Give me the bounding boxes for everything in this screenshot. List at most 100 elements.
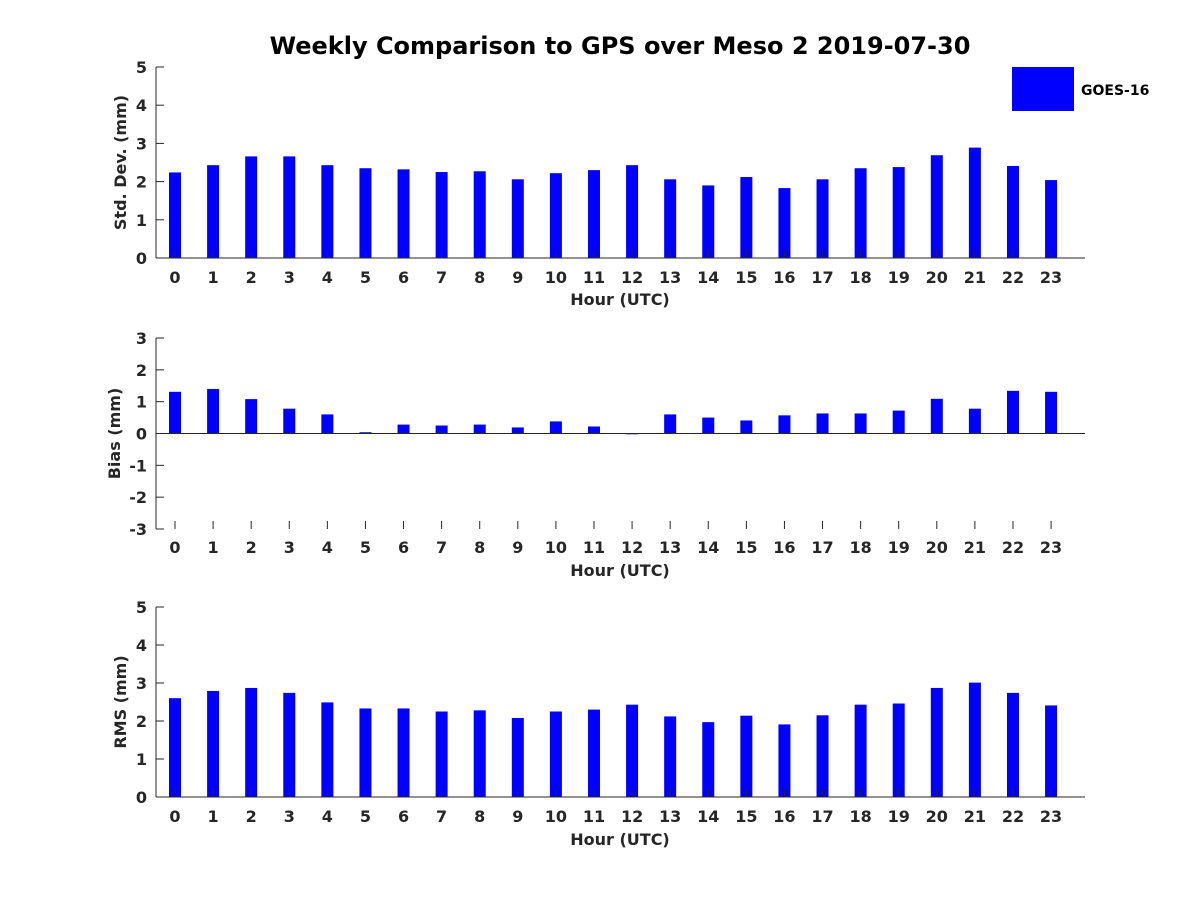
bar-rms-10 xyxy=(549,711,562,797)
x-tick-label: 17 xyxy=(811,268,833,287)
bar-bias-13 xyxy=(664,414,677,434)
x-tick-label: 10 xyxy=(545,538,567,557)
x-tick-label: 23 xyxy=(1040,807,1062,826)
y-tick-label: 3 xyxy=(136,674,147,693)
bar-rms-21 xyxy=(968,682,981,797)
y-tick-label: 4 xyxy=(136,636,147,655)
y-axis-label: Std. Dev. (mm) xyxy=(111,95,130,230)
x-tick-label: 8 xyxy=(474,538,485,557)
x-tick-label: 22 xyxy=(1002,807,1024,826)
x-axis-label: Hour (UTC) xyxy=(570,561,670,580)
x-tick-label: 16 xyxy=(773,538,795,557)
bar-bias-5 xyxy=(359,432,372,434)
legend-label: GOES-16 xyxy=(1081,83,1149,99)
bar-bias-10 xyxy=(549,421,562,434)
x-tick-label: 6 xyxy=(398,268,409,287)
x-tick-label: 0 xyxy=(169,538,180,557)
x-tick-label: 18 xyxy=(849,268,871,287)
bar-bias-23 xyxy=(1045,391,1058,434)
bar-std-dev-21 xyxy=(968,147,981,258)
bar-rms-0 xyxy=(169,698,181,797)
x-tick-label: 16 xyxy=(773,268,795,287)
x-tick-label: 11 xyxy=(583,538,605,557)
x-tick-label: 10 xyxy=(545,807,567,826)
x-tick-label: 17 xyxy=(811,807,833,826)
y-tick-label: 2 xyxy=(136,712,147,731)
x-tick-label: 9 xyxy=(512,538,523,557)
x-tick-label: 3 xyxy=(284,807,295,826)
x-tick-label: 1 xyxy=(208,807,219,826)
x-tick-label: 13 xyxy=(659,807,681,826)
y-tick-label: -2 xyxy=(129,488,147,507)
x-tick-label: 8 xyxy=(474,807,485,826)
y-tick-label: -3 xyxy=(129,520,147,539)
x-tick-label: 23 xyxy=(1040,538,1062,557)
bar-std-dev-18 xyxy=(854,168,867,258)
bar-bias-7 xyxy=(435,425,448,434)
x-tick-label: 3 xyxy=(284,538,295,557)
y-tick-label: 1 xyxy=(136,211,147,230)
x-tick-label: 13 xyxy=(659,538,681,557)
x-tick-label: 18 xyxy=(849,538,871,557)
bar-std-dev-19 xyxy=(892,167,905,258)
bar-rms-5 xyxy=(359,708,372,797)
bar-bias-9 xyxy=(511,427,524,434)
x-tick-label: 19 xyxy=(888,268,910,287)
bar-rms-11 xyxy=(587,709,600,797)
bar-std-dev-0 xyxy=(169,172,181,258)
bar-std-dev-7 xyxy=(435,172,448,258)
x-tick-label: 23 xyxy=(1040,268,1062,287)
bar-rms-13 xyxy=(664,716,677,797)
bar-bias-2 xyxy=(245,399,258,434)
x-tick-label: 7 xyxy=(436,268,447,287)
x-tick-label: 21 xyxy=(964,807,986,826)
x-tick-label: 18 xyxy=(849,807,871,826)
x-tick-label: 21 xyxy=(964,538,986,557)
bar-std-dev-6 xyxy=(397,169,410,258)
bar-bias-19 xyxy=(892,410,905,434)
x-tick-label: 20 xyxy=(926,807,948,826)
y-tick-label: 5 xyxy=(136,58,147,77)
bar-std-dev-22 xyxy=(1006,165,1019,258)
bar-std-dev-16 xyxy=(778,188,791,258)
y-tick-label: 1 xyxy=(136,393,147,412)
x-tick-label: 0 xyxy=(169,807,180,826)
x-tick-label: 2 xyxy=(246,268,257,287)
bar-bias-0 xyxy=(169,391,181,434)
x-tick-label: 13 xyxy=(659,268,681,287)
bar-rms-20 xyxy=(930,687,943,797)
x-tick-label: 15 xyxy=(735,268,757,287)
bar-bias-18 xyxy=(854,413,867,434)
x-tick-label: 4 xyxy=(322,268,333,287)
bar-bias-3 xyxy=(283,408,296,434)
x-tick-label: 4 xyxy=(322,538,333,557)
x-tick-label: 11 xyxy=(583,268,605,287)
bar-std-dev-17 xyxy=(816,179,829,258)
bar-std-dev-15 xyxy=(740,177,753,258)
y-axis-label: RMS (mm) xyxy=(111,655,130,748)
x-tick-label: 5 xyxy=(360,538,371,557)
bar-rms-22 xyxy=(1006,692,1019,797)
x-tick-label: 17 xyxy=(811,538,833,557)
x-axis-label: Hour (UTC) xyxy=(570,290,670,309)
x-tick-label: 12 xyxy=(621,268,643,287)
x-tick-label: 19 xyxy=(888,807,910,826)
y-tick-label: 0 xyxy=(136,249,147,268)
x-tick-label: 2 xyxy=(246,538,257,557)
x-tick-label: 22 xyxy=(1002,538,1024,557)
bar-bias-21 xyxy=(968,408,981,434)
bar-bias-1 xyxy=(207,388,220,434)
x-tick-label: 8 xyxy=(474,268,485,287)
bar-std-dev-13 xyxy=(664,179,677,258)
x-axis-label: Hour (UTC) xyxy=(570,830,670,849)
bar-std-dev-2 xyxy=(245,156,258,258)
legend: GOES-16 xyxy=(1012,67,1149,111)
bar-rms-6 xyxy=(397,708,410,797)
bar-std-dev-10 xyxy=(549,173,562,258)
x-tick-label: 22 xyxy=(1002,268,1024,287)
